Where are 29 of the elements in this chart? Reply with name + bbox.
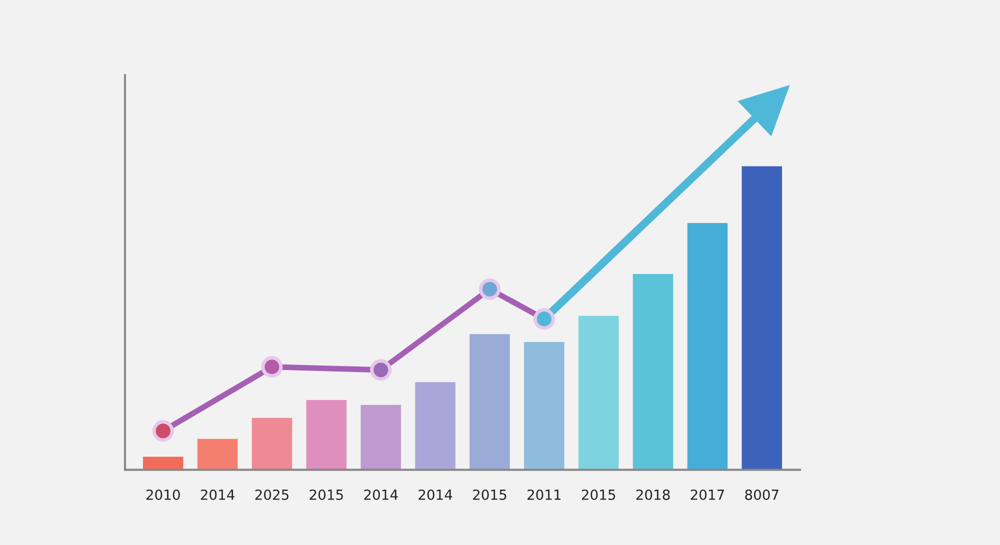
bar bbox=[252, 418, 292, 470]
bar bbox=[632, 274, 674, 470]
bar bbox=[415, 382, 456, 470]
x-tick-label: 2014 bbox=[418, 489, 452, 500]
x-tick-label: 8007 bbox=[745, 489, 778, 500]
x-tick-label: 2014 bbox=[364, 489, 398, 500]
bar bbox=[578, 316, 619, 470]
x-tick-label: 2010 bbox=[146, 489, 180, 500]
bar bbox=[687, 223, 728, 470]
bar bbox=[142, 456, 184, 470]
x-tick-label: 2015 bbox=[310, 489, 343, 500]
point bbox=[370, 359, 392, 381]
point bbox=[533, 308, 555, 330]
bar bbox=[742, 166, 782, 470]
point bbox=[152, 420, 174, 442]
x-tick-label: 2025 bbox=[255, 489, 288, 500]
point bbox=[261, 356, 283, 378]
bar bbox=[360, 404, 401, 470]
bar bbox=[524, 342, 564, 470]
x-tick-label: 2015 bbox=[473, 489, 506, 500]
x-tick-label: 2017 bbox=[690, 489, 724, 500]
point bbox=[478, 278, 500, 300]
x-tick-label: 2014 bbox=[200, 489, 234, 500]
x-tick-label: 2018 bbox=[636, 489, 670, 500]
bar bbox=[197, 438, 238, 470]
x-tick-label: 2015 bbox=[582, 489, 616, 500]
bar bbox=[306, 400, 347, 470]
bar bbox=[470, 334, 510, 470]
x-tick-label: 2011 bbox=[527, 489, 561, 500]
